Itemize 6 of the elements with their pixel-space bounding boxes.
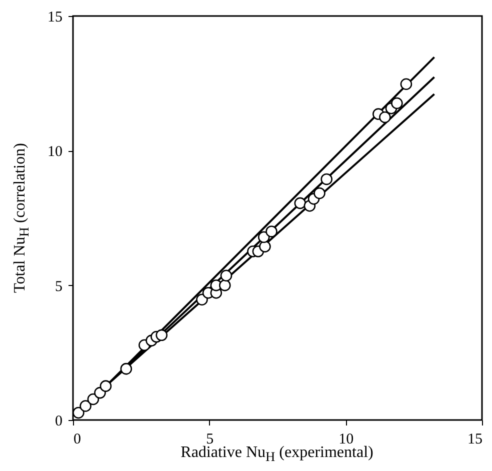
y-tick-label: 15 bbox=[48, 10, 62, 26]
y-tick-label: 0 bbox=[55, 414, 62, 430]
y-tick-label: 5 bbox=[55, 278, 62, 295]
x-tick-label: 15 bbox=[468, 432, 482, 448]
y-tick-label: 10 bbox=[48, 144, 62, 160]
x-tick-label: 0 bbox=[74, 432, 81, 448]
